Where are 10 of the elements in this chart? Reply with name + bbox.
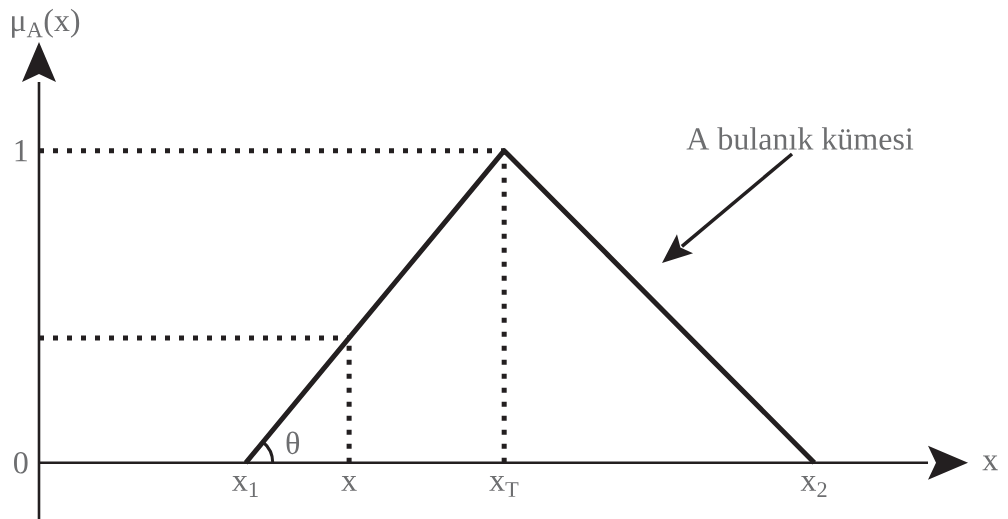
annotation: θ [286,431,300,455]
x-tick-label: x$_{T}$ [489,476,519,497]
x-tick-label: x$_{2}$ [800,476,827,497]
x-tick-label: x [341,476,357,491]
annotation: A bulanık kümesi [686,127,914,150]
y-tick-label: 0 [14,452,28,474]
x-axis-title: x [982,455,998,471]
y-tick-label: 1 [15,140,27,162]
y-axis-title: μ$_{A}$(x) [12,8,80,38]
x-tick-label: x$_{1}$ [232,476,258,497]
